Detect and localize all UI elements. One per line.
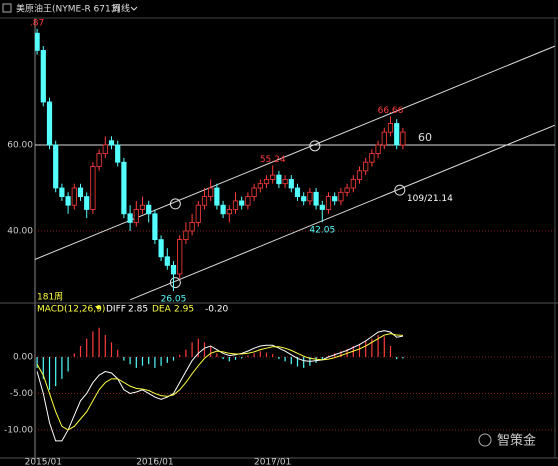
candle-body bbox=[257, 183, 263, 189]
candle-body bbox=[189, 221, 195, 232]
annotation: 42.05 bbox=[309, 226, 335, 236]
candle-body bbox=[251, 187, 257, 198]
dropdown-icon[interactable] bbox=[130, 6, 138, 11]
dea-label: DEA bbox=[152, 305, 172, 315]
macd-icon bbox=[95, 306, 101, 310]
annotation: 55.24 bbox=[260, 155, 286, 165]
candle-body bbox=[294, 187, 301, 198]
diff-value: 2.85 bbox=[128, 305, 148, 315]
candle-body bbox=[35, 32, 40, 51]
candle-body bbox=[232, 200, 239, 210]
marker bbox=[169, 198, 181, 210]
x-tick-label: 2015/01 bbox=[25, 458, 62, 466]
macd-title: MACD(12,26,9) bbox=[37, 305, 105, 315]
macd-value: -0.20 bbox=[205, 305, 229, 315]
period-label: 181周 bbox=[37, 292, 63, 303]
marker bbox=[394, 184, 406, 196]
marker bbox=[169, 277, 181, 289]
candle-body bbox=[344, 187, 350, 193]
x-tick-label: 2017/01 bbox=[254, 458, 291, 466]
candle-body bbox=[127, 213, 133, 223]
macd-line bbox=[36, 333, 403, 431]
icon bbox=[2, 3, 12, 13]
candle-body bbox=[356, 170, 363, 180]
candle-body bbox=[164, 256, 170, 266]
candle-body bbox=[53, 144, 59, 189]
candle-body bbox=[381, 131, 387, 146]
candle-body bbox=[46, 101, 53, 146]
candle-body bbox=[59, 187, 65, 198]
annotation: 26.05 bbox=[161, 294, 187, 304]
candle-body bbox=[183, 230, 189, 241]
candle-body bbox=[208, 187, 214, 198]
candle-body bbox=[270, 174, 276, 180]
plot bbox=[35, 28, 555, 300]
candle-body bbox=[152, 213, 158, 241]
candle-body bbox=[71, 187, 77, 206]
marker bbox=[309, 140, 321, 152]
candle-body bbox=[288, 178, 294, 189]
trendline bbox=[35, 45, 555, 260]
candle-body bbox=[201, 196, 208, 206]
candle-body bbox=[313, 191, 319, 206]
candle-body bbox=[363, 161, 369, 172]
candle-body bbox=[226, 209, 232, 215]
candle-body bbox=[387, 123, 394, 133]
candle-body bbox=[400, 131, 406, 146]
annotation: .87 bbox=[30, 18, 44, 28]
annotation: 109/21.14 bbox=[407, 194, 453, 204]
candle-body bbox=[394, 123, 400, 146]
y-tick-label: -5.00 bbox=[10, 389, 34, 399]
candle-body bbox=[319, 204, 325, 210]
x-tick-label: 2016/01 bbox=[136, 458, 173, 466]
candle-body bbox=[214, 187, 220, 206]
candle-body bbox=[263, 178, 270, 185]
candle-body bbox=[350, 178, 356, 189]
candle-body bbox=[301, 196, 307, 202]
candle-body bbox=[177, 239, 183, 275]
candle-body bbox=[115, 144, 121, 163]
candle-body bbox=[65, 196, 71, 206]
diff-label: DIFF bbox=[106, 305, 126, 315]
candle-body bbox=[90, 166, 96, 210]
candle-body bbox=[40, 50, 46, 103]
candle-body bbox=[239, 200, 245, 206]
candle-body bbox=[108, 140, 115, 146]
candle-body bbox=[121, 161, 127, 215]
candle-body bbox=[170, 264, 177, 275]
candle-body bbox=[375, 144, 381, 154]
header-title: 美原油王(NYME-R 6713) bbox=[16, 3, 120, 15]
candle-body bbox=[276, 174, 282, 185]
candle-body bbox=[139, 204, 146, 210]
candle-body bbox=[332, 196, 338, 202]
y-tick-label: 0.00 bbox=[13, 352, 33, 362]
candle-body bbox=[158, 239, 164, 258]
y-tick-label: 60.00 bbox=[7, 141, 33, 151]
annotation: 66.66 bbox=[378, 106, 404, 116]
candle-body bbox=[84, 196, 90, 210]
watermark-icon bbox=[478, 433, 492, 447]
candle-body bbox=[102, 144, 108, 154]
watermark: 智策金 bbox=[497, 433, 536, 449]
y-tick-label: -10.00 bbox=[4, 425, 33, 435]
candle-body bbox=[195, 204, 201, 223]
candle-body bbox=[146, 204, 152, 215]
candle-body bbox=[133, 209, 139, 223]
candle-body bbox=[338, 191, 344, 202]
candle-body bbox=[220, 204, 226, 215]
candle-body bbox=[369, 153, 375, 163]
candle-body bbox=[282, 178, 288, 185]
candle-body bbox=[77, 187, 84, 198]
dea-value: 2.95 bbox=[174, 305, 194, 315]
candle-body bbox=[96, 153, 102, 167]
candle-body bbox=[307, 191, 313, 202]
y-tick-label: 40.00 bbox=[7, 227, 33, 237]
candle-body bbox=[325, 196, 332, 210]
hline-label: 60 bbox=[418, 131, 432, 144]
candle-body bbox=[245, 196, 251, 206]
header-period[interactable]: 周线 bbox=[112, 3, 130, 15]
trendline bbox=[129, 124, 555, 300]
